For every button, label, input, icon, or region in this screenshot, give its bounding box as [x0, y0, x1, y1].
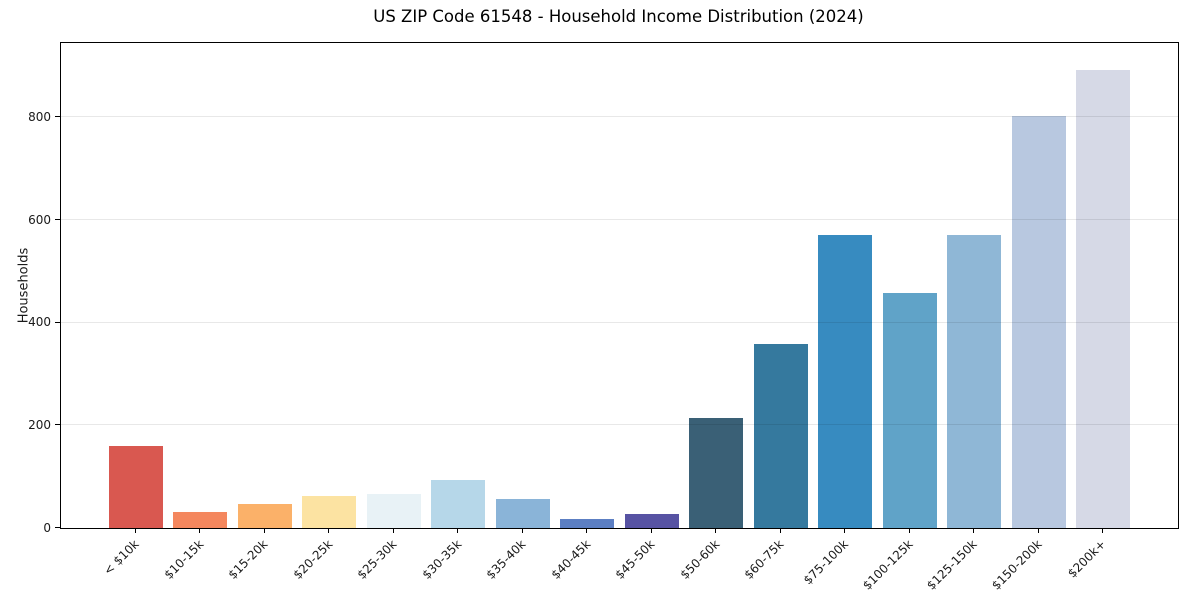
gridline-y-800: [61, 116, 1178, 118]
gridline-y-600: [61, 219, 1178, 221]
x-tick-mark-$30-35k: [457, 528, 459, 533]
bar-$45-50k: [624, 514, 679, 528]
bar-$15-20k: [237, 504, 292, 528]
y-tick-mark-200: [55, 424, 60, 426]
bar-$25-30k: [366, 493, 421, 528]
bar-$100-125k: [882, 293, 937, 528]
bar-$150-200k: [1011, 116, 1066, 528]
x-tick-mark-$100-125k: [908, 528, 910, 533]
chart-title: US ZIP Code 61548 - Household Income Dis…: [373, 7, 864, 26]
bar-$20-25k: [302, 495, 357, 528]
gridline-y-400: [61, 321, 1178, 323]
x-tick-mark-$40-45k: [586, 528, 588, 533]
bar-$35-40k: [495, 498, 550, 528]
bar-$10-15k: [173, 512, 228, 528]
x-tick-mark-$75-100k: [844, 528, 846, 533]
x-tick-mark-$25-30k: [392, 528, 394, 533]
gridline-y-200: [61, 424, 1178, 426]
bar-$40-45k: [560, 518, 615, 528]
y-tick-label-0: 0: [43, 520, 51, 535]
x-tick-mark-$150-200k: [1037, 528, 1039, 533]
bar-$125-150k: [947, 235, 1002, 528]
bar-$30-35k: [431, 479, 486, 528]
y-tick-mark-800: [55, 116, 60, 118]
bar-< $10k: [109, 445, 163, 528]
x-tick-mark-$125-150k: [973, 528, 975, 533]
bar-$200k+: [1076, 69, 1130, 528]
bar-$50-60k: [689, 417, 744, 528]
bar-$60-75k: [753, 344, 808, 528]
y-tick-mark-0: [55, 527, 60, 528]
y-tick-mark-400: [55, 321, 60, 323]
plot-area: [60, 42, 1179, 529]
bar-$75-100k: [818, 235, 873, 528]
x-tick-mark-$45-50k: [650, 528, 652, 533]
y-tick-mark-600: [55, 219, 60, 221]
x-tick-mark-$60-75k: [779, 528, 781, 533]
x-tick-mark-$15-20k: [263, 528, 265, 533]
x-tick-mark-$20-25k: [328, 528, 330, 533]
x-tick-mark-$35-40k: [521, 528, 523, 533]
y-tick-label-200: 200: [28, 417, 51, 432]
x-tick-mark-< $10k: [135, 528, 136, 533]
y-tick-label-600: 600: [28, 212, 51, 227]
x-tick-mark-$200k+: [1102, 528, 1103, 533]
x-tick-mark-$50-60k: [715, 528, 717, 533]
y-tick-label-800: 800: [28, 109, 51, 124]
x-tick-mark-$10-15k: [199, 528, 201, 533]
y-tick-label-400: 400: [28, 315, 51, 330]
